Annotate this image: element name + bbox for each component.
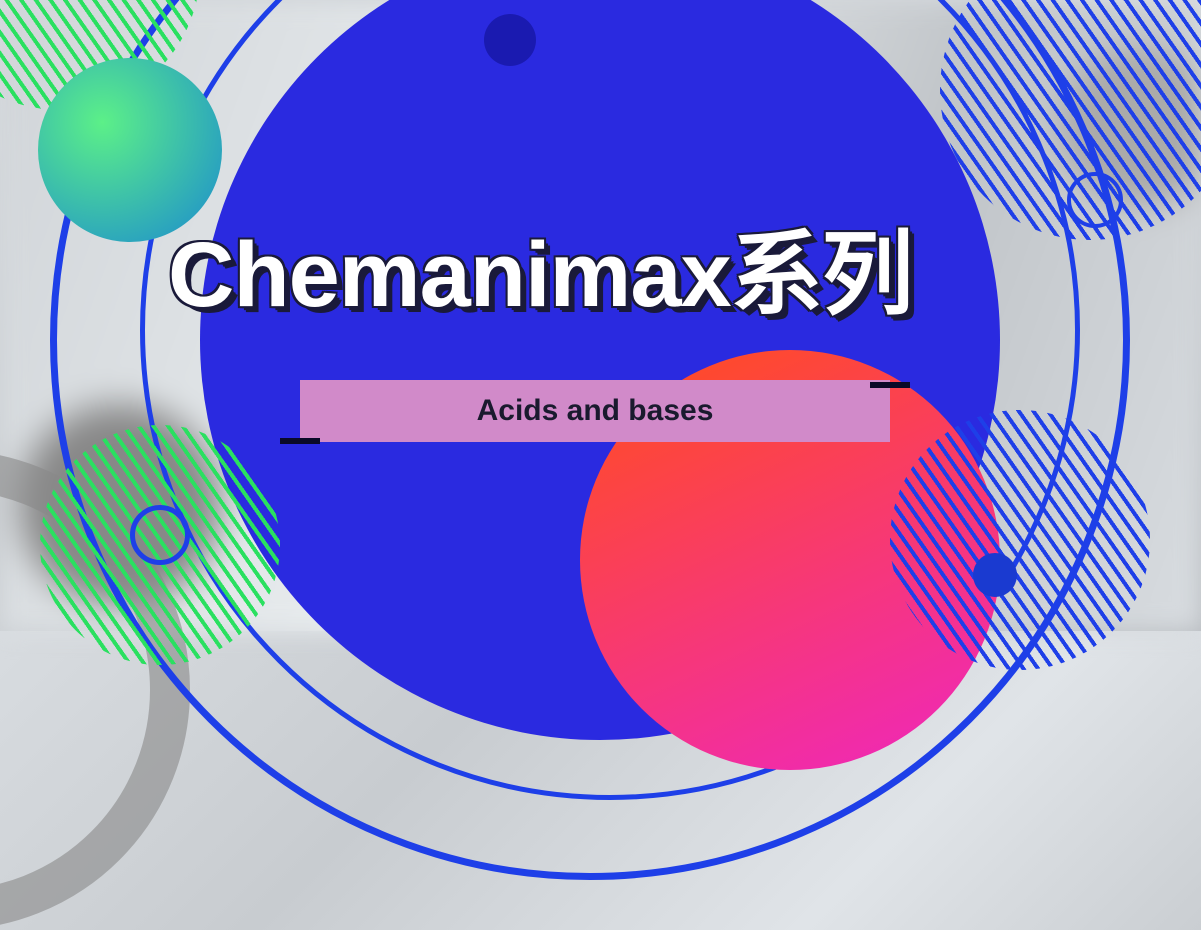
subtitle-bar: Acids and bases — [300, 380, 890, 442]
hatched-circle-blue-bottom-right — [890, 410, 1150, 670]
small-blue-dot-top — [484, 14, 536, 66]
main-title: Chemanimax系列 — [168, 200, 913, 333]
small-ring-bottom-left — [130, 505, 190, 565]
infographic-canvas: Chemanimax系列 Acids and bases — [0, 0, 1201, 631]
tiny-disc-bottom-right — [973, 553, 1017, 597]
glitch-accent-right — [870, 382, 910, 388]
small-ring-right — [1067, 172, 1123, 228]
subtitle-text: Acids and bases — [477, 394, 714, 428]
glitch-accent-left — [280, 438, 320, 444]
